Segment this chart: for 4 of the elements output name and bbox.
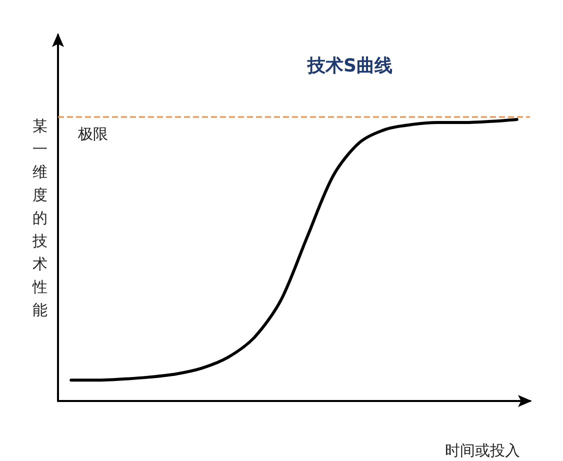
- text: 某一维度的技术性能: [32, 117, 48, 319]
- chart-title: 技术S曲线: [306, 56, 392, 76]
- ref-line-label: 极限: [77, 125, 108, 144]
- x-axis-title: 时间或投入: [445, 442, 520, 460]
